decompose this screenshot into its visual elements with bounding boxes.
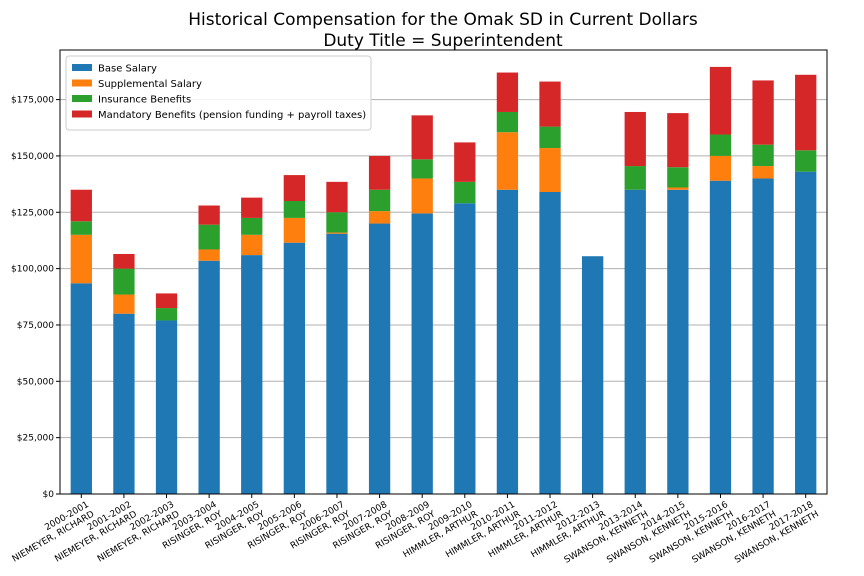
bar-segment <box>283 201 306 218</box>
bar-segment <box>198 249 220 261</box>
y-tick-label: $125,000 <box>11 208 54 218</box>
bar-segment <box>454 142 476 182</box>
bars <box>70 66 817 495</box>
bar-segment <box>667 167 689 188</box>
bar-segment <box>113 253 135 269</box>
legend-label: Supplemental Salary <box>98 79 202 90</box>
bar-segment <box>624 111 646 167</box>
legend-swatch <box>72 95 92 102</box>
bar-segment <box>368 155 391 190</box>
bar-segment <box>241 255 263 494</box>
bar-segment <box>70 234 92 284</box>
bar-segment <box>411 115 433 160</box>
legend-label: Base Salary <box>98 64 157 75</box>
legend-box <box>65 55 372 131</box>
bar-segment <box>113 268 135 295</box>
bar-segment <box>198 205 220 225</box>
bar-segment <box>70 221 92 235</box>
legend-label: Mandatory Benefits (pension funding + pa… <box>98 110 366 121</box>
bar-segment <box>667 189 689 495</box>
bar-segment <box>283 175 306 202</box>
bar-segment <box>368 223 391 494</box>
bar-segment <box>667 113 689 168</box>
bar-segment <box>752 144 774 167</box>
bar-segment <box>454 203 476 494</box>
bar-segment <box>624 189 646 495</box>
bar-segment <box>283 217 306 243</box>
y-tick-label: $175,000 <box>11 96 54 106</box>
bar-segment <box>198 224 220 250</box>
chart-title: Historical Compensation for the Omak SD … <box>188 10 698 30</box>
bar-segment <box>795 150 817 172</box>
bar-segment <box>496 132 519 190</box>
bar-segment <box>326 212 348 233</box>
bar-segment <box>496 72 519 112</box>
bar-segment <box>283 242 306 494</box>
y-tick-label: $75,000 <box>17 321 54 331</box>
y-tick-label: $0 <box>43 490 55 500</box>
bar-segment <box>155 308 178 321</box>
bar-segment <box>155 320 178 494</box>
bar-segment <box>70 283 92 494</box>
legend-label: Insurance Benefits <box>98 95 191 106</box>
bar-segment <box>752 80 774 145</box>
y-tick-label: $50,000 <box>17 377 54 387</box>
bar-segment <box>368 189 391 212</box>
bar-segment <box>539 81 561 127</box>
bar-segment <box>795 171 817 495</box>
plot-frame <box>59 49 828 495</box>
chart-subtitle: Duty Title = Superintendent <box>323 31 563 51</box>
bar-segment <box>496 111 519 133</box>
legend-swatch <box>72 64 92 71</box>
bar-segment <box>411 159 433 179</box>
bar-segment <box>667 187 689 190</box>
gridlines <box>60 99 827 495</box>
bar-segment <box>70 189 92 222</box>
bar-segment <box>241 234 263 256</box>
y-tick-label: $100,000 <box>11 265 54 275</box>
bar-segment <box>454 181 476 204</box>
bar-segment <box>709 155 732 181</box>
bar-segment <box>709 134 732 156</box>
bar-segment <box>198 260 220 494</box>
bar-segment <box>155 293 178 309</box>
bar-segment <box>539 191 561 494</box>
bar-segment <box>326 233 348 494</box>
y-tick-label: $150,000 <box>11 152 54 162</box>
bar-segment <box>709 66 732 135</box>
bar-segment <box>752 178 774 494</box>
bar-segment <box>709 180 732 494</box>
x-tick-label: 2000-2001NIEMEYER, RICHARD <box>5 500 96 565</box>
bar-segment <box>241 217 263 235</box>
bar-segment <box>368 211 391 224</box>
bar-segment <box>113 294 135 314</box>
bar-segment <box>411 178 433 214</box>
bar-segment <box>539 148 561 192</box>
legend-swatch <box>72 110 92 118</box>
bar-segment <box>624 166 646 190</box>
bar-segment <box>411 213 433 495</box>
bar-segment <box>795 74 817 151</box>
bar-segment <box>752 166 774 179</box>
bar-segment <box>241 197 263 218</box>
bar-segment <box>581 256 604 494</box>
bar-segment <box>326 232 348 234</box>
legend: Base Salary Supplemental Salary Insurance … <box>65 55 372 131</box>
bar-segment <box>496 189 519 495</box>
bar-segment <box>113 313 135 494</box>
y-tick-label: $25,000 <box>17 434 54 444</box>
legend-swatch <box>72 79 92 87</box>
bar-segment <box>326 181 348 213</box>
bar-segment <box>539 126 561 149</box>
